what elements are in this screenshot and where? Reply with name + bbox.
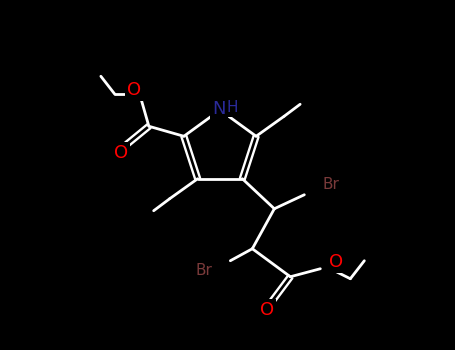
Text: Br: Br — [322, 177, 339, 192]
Text: N: N — [212, 100, 226, 118]
Text: O: O — [329, 253, 344, 271]
Text: Br: Br — [196, 263, 212, 278]
Text: O: O — [114, 144, 128, 162]
Text: O: O — [127, 81, 141, 99]
Text: H: H — [226, 100, 238, 116]
Text: O: O — [260, 301, 274, 319]
